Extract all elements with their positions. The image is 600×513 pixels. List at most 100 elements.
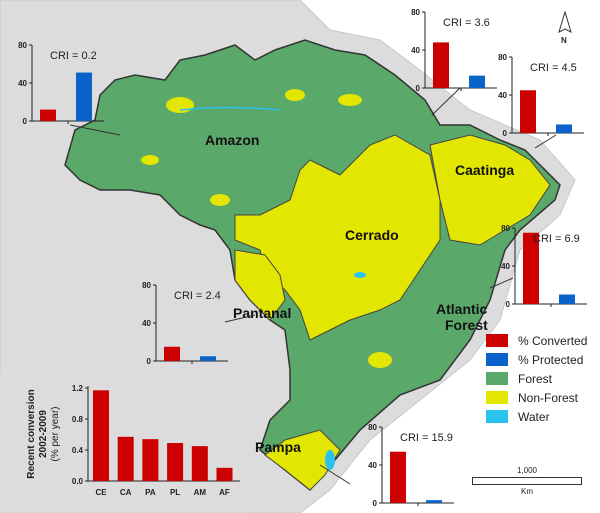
bar-ca	[117, 436, 134, 481]
label-cerrado: Cerrado	[345, 227, 399, 243]
scale-bar: 1,000 Km	[472, 466, 582, 496]
cri-label: CRI = 2.4	[174, 290, 221, 302]
legend-item-converted: % Converted	[486, 331, 587, 350]
label-pampa: Pampa	[255, 439, 301, 455]
north-arrow-icon: N	[558, 10, 572, 45]
y-tick-label: 80	[498, 53, 507, 62]
cerrado-region	[234, 134, 441, 341]
y-tick-label: 0.8	[72, 415, 84, 424]
y-tick-label: 80	[411, 8, 420, 17]
y-axis-label-line: Recent conversion	[26, 389, 37, 478]
label-atlantic-forest-line2: Forest	[445, 317, 488, 333]
inset-chart-cri-3-6: 0 40 80 CRI = 3.6	[411, 8, 497, 93]
inset-chart-atlantic-forest: 0 40 80 CRI = 6.9	[501, 224, 587, 309]
caatinga-region	[429, 134, 551, 246]
pantanal-region	[234, 249, 286, 321]
legend-swatch	[486, 391, 508, 404]
bar-pa	[142, 439, 159, 481]
inset-chart-caatinga: 0 40 80 CRI = 4.5	[498, 53, 584, 138]
legend-swatch	[486, 334, 508, 347]
y-tick-label: 0	[503, 129, 508, 138]
y-axis-label: Recent conversion2002-2009(% per year)	[26, 389, 61, 478]
non-forest-areas	[141, 89, 551, 491]
y-tick-label: 80	[142, 281, 151, 290]
bar-protected	[76, 72, 92, 121]
legend-swatch	[486, 372, 508, 385]
legend-swatch	[486, 410, 508, 423]
bar-converted	[40, 109, 56, 121]
y-axis-label-line: (% per year)	[50, 406, 61, 461]
bar-converted	[433, 42, 449, 88]
y-tick-label: 80	[501, 224, 510, 233]
x-tick-label: AM	[194, 488, 207, 497]
y-tick-label: 40	[368, 461, 377, 470]
legend-label: % Protected	[518, 352, 584, 367]
bar-af	[216, 467, 233, 481]
legend-label: Water	[518, 409, 550, 424]
legend-label: Forest	[518, 371, 553, 386]
cri-label: CRI = 4.5	[530, 62, 577, 74]
y-tick-label: 80	[368, 423, 377, 432]
bar-pl	[167, 443, 184, 481]
legend-item-non-forest: Non-Forest	[486, 388, 587, 407]
cri-label: CRI = 6.9	[533, 233, 580, 245]
y-tick-label: 80	[18, 41, 27, 50]
y-tick-label: 0	[416, 84, 421, 93]
water-bodies	[179, 106, 366, 470]
label-caatinga: Caatinga	[455, 162, 514, 178]
cri-label: CRI = 0.2	[50, 50, 97, 62]
y-tick-label: 40	[142, 319, 151, 328]
y-tick-label: 0	[506, 300, 511, 309]
legend-swatch	[486, 353, 508, 366]
legend-label: % Converted	[518, 333, 588, 348]
x-tick-label: PL	[170, 488, 180, 497]
pointer-lines	[69, 87, 557, 485]
x-tick-label: PA	[145, 488, 156, 497]
legend-label: Non-Forest	[518, 390, 579, 405]
scale-value: 1,000	[516, 466, 538, 475]
legend-item-forest: Forest	[486, 369, 587, 388]
y-tick-label: 0	[373, 499, 378, 508]
bar-ce	[93, 390, 109, 481]
bar-protected	[200, 356, 216, 361]
legend-item-water: Water	[486, 407, 587, 426]
scale-unit: Km	[521, 487, 533, 496]
y-axis-label-line: 2002-2009	[38, 410, 49, 458]
x-tick-label: CE	[95, 488, 107, 497]
bar-protected	[556, 124, 572, 133]
y-tick-label: 40	[498, 91, 507, 100]
bar-converted	[523, 232, 539, 304]
cri-label: CRI = 15.9	[400, 432, 453, 444]
y-tick-label: 0	[147, 357, 152, 366]
bar-converted	[390, 451, 406, 503]
y-tick-label: 0	[23, 117, 28, 126]
bar-protected	[559, 294, 575, 304]
bar-protected	[469, 75, 485, 88]
inset-chart-amazon: 0 40 80 CRI = 0.2	[18, 41, 104, 126]
pampa-region	[264, 429, 341, 491]
y-tick-label: 1.2	[72, 384, 84, 393]
x-tick-label: AF	[219, 488, 230, 497]
y-tick-label: 0.0	[72, 477, 84, 486]
y-tick-label: 0.4	[72, 446, 84, 455]
y-tick-label: 40	[411, 46, 420, 55]
cri-label: CRI = 3.6	[443, 17, 490, 29]
x-tick-label: CA	[120, 488, 132, 497]
y-tick-label: 40	[501, 262, 510, 271]
y-tick-label: 40	[18, 79, 27, 88]
legend: % Converted % Protected Forest Non-Fores…	[486, 331, 587, 426]
inset-chart-pampa: 0 40 80 CRI = 15.9	[368, 423, 454, 508]
bar-protected	[426, 500, 442, 503]
north-label: N	[561, 36, 567, 45]
label-atlantic-forest-line1: Atlantic	[436, 301, 488, 317]
legend-item-protected: % Protected	[486, 350, 587, 369]
bar-converted	[164, 346, 180, 361]
label-amazon: Amazon	[205, 132, 259, 148]
bar-converted	[520, 90, 536, 133]
bar-am	[191, 446, 208, 481]
scale-bar-graphic	[472, 477, 582, 485]
inset-chart-pantanal: 0 40 80 CRI = 2.4	[142, 281, 228, 366]
recent-conversion-chart: 0.0 0.4 0.8 1.2 CE CA PA PL AM AF Recent conversio…	[26, 384, 240, 497]
